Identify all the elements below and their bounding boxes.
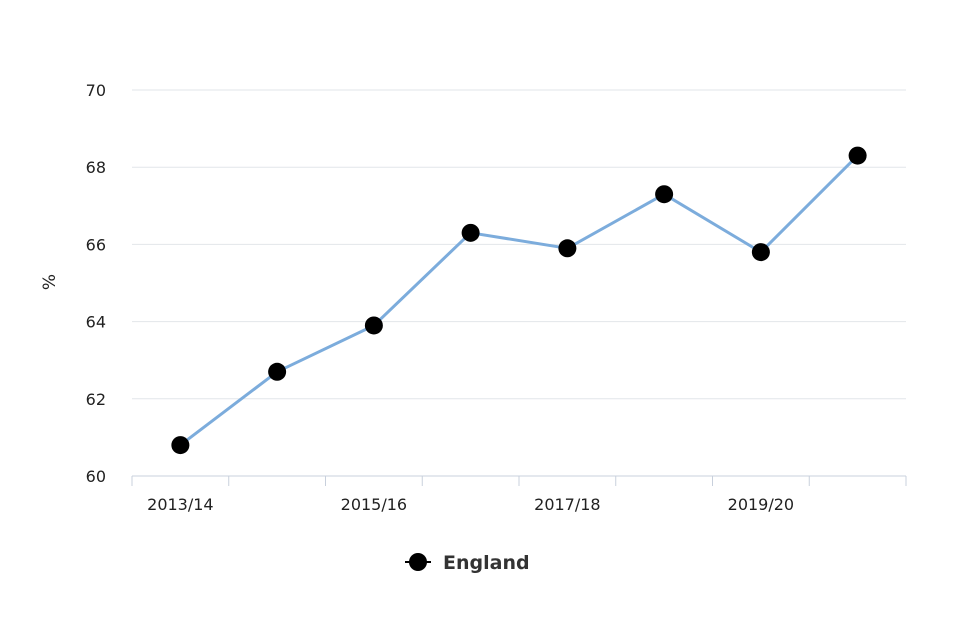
data-point[interactable]: [751, 243, 770, 262]
data-point[interactable]: [461, 223, 480, 242]
y-tick-label: 68: [86, 158, 106, 177]
legend-marker-swatch: [409, 553, 427, 571]
data-point[interactable]: [171, 436, 190, 455]
x-tick-label: 2015/16: [341, 495, 407, 514]
data-point[interactable]: [655, 185, 674, 204]
legend[interactable]: England: [405, 552, 530, 574]
x-tick-label: 2013/14: [147, 495, 213, 514]
data-point[interactable]: [268, 362, 287, 381]
data-point[interactable]: [558, 239, 577, 258]
legend-label-england: England: [443, 552, 530, 574]
y-tick-label: 64: [86, 313, 106, 332]
gridlines: [132, 89, 906, 400]
y-axis-title: %: [40, 274, 60, 290]
x-tick-label: 2019/20: [728, 495, 794, 514]
x-axis-ticks: 2013/14 2015/16 2017/18 2019/20: [147, 495, 794, 514]
series-england: [171, 146, 867, 455]
data-point[interactable]: [848, 146, 867, 165]
y-tick-label: 60: [86, 467, 106, 486]
y-tick-label: 70: [86, 81, 106, 100]
data-point[interactable]: [364, 316, 383, 335]
y-tick-label: 66: [86, 235, 106, 254]
y-axis-ticks: 60 62 64 66 68 70: [86, 81, 106, 486]
y-tick-label: 62: [86, 390, 106, 409]
x-tick-label: 2017/18: [534, 495, 600, 514]
x-axis: [131, 475, 907, 486]
series-line: [178, 154, 860, 447]
